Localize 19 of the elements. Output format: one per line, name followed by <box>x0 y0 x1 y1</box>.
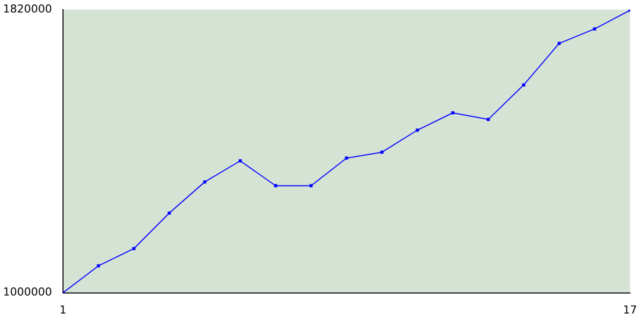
y-tick-label: 1820000 <box>2 2 52 16</box>
x-tick-label: 17 <box>623 303 637 316</box>
point <box>416 128 419 132</box>
point <box>309 184 313 188</box>
y-tick-label: 1000000 <box>2 286 52 299</box>
point <box>96 264 100 268</box>
point <box>274 184 278 188</box>
point <box>203 180 206 184</box>
point <box>168 211 171 215</box>
point <box>593 27 596 30</box>
point <box>522 83 526 86</box>
point <box>238 159 242 162</box>
point <box>344 156 348 160</box>
point <box>451 111 454 114</box>
point <box>380 150 384 154</box>
point <box>486 118 490 121</box>
x-tick-label: 1 <box>59 303 66 316</box>
point <box>558 42 561 46</box>
point <box>132 247 136 250</box>
